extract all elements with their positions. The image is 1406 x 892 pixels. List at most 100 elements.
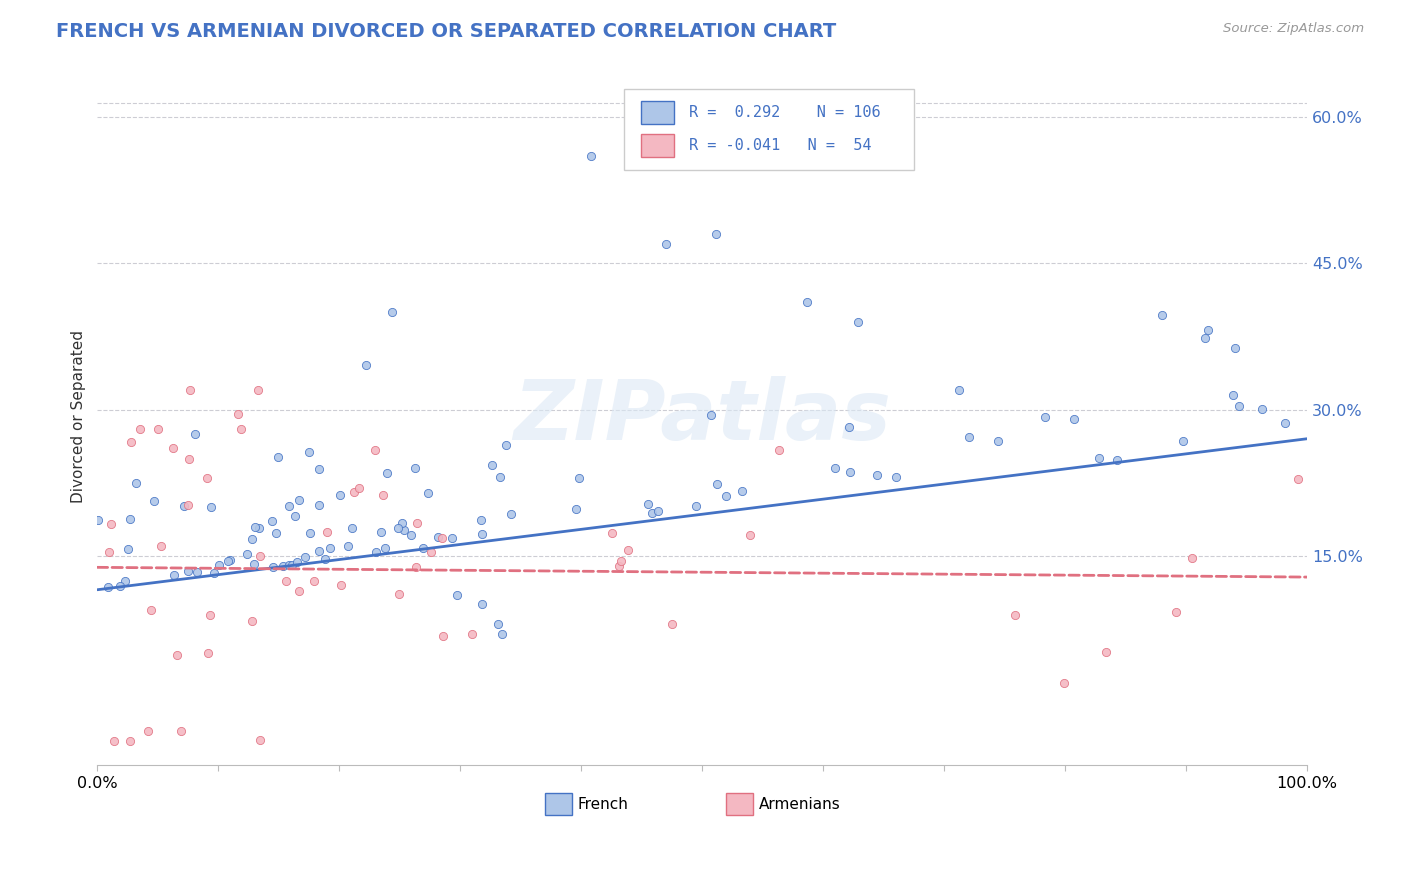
Point [373,488,395,502]
Point [948,383,970,397]
Point [957,430,980,444]
Point [607,559,630,574]
Point [243,557,266,571]
Point [461,626,484,640]
Point [249,549,271,564]
Point [285,555,308,569]
Point [731,484,754,499]
Point [243,520,266,534]
Point [1198,323,1220,337]
Point [1166,605,1188,619]
Point [647,504,669,518]
Point [166,648,188,662]
Point [1274,416,1296,430]
Point [579,149,602,163]
Point [179,383,201,397]
Point [200,500,222,514]
Point [796,295,818,310]
Point [125,476,148,491]
Point [1063,412,1085,426]
Point [839,466,862,480]
Point [262,515,284,529]
Point [308,544,330,558]
Point [103,733,125,747]
Point [278,558,301,573]
Point [838,420,860,434]
Text: R =  0.292    N = 106: R = 0.292 N = 106 [689,105,880,120]
Point [129,422,152,436]
Point [432,629,454,643]
Point [446,588,468,602]
Point [304,574,326,589]
Point [287,584,309,599]
Point [381,305,404,319]
Point [565,501,588,516]
Point [247,521,270,535]
Point [202,566,225,581]
Point [1033,410,1056,425]
Point [375,467,398,481]
Point [987,434,1010,449]
Point [364,442,387,457]
Point [169,724,191,739]
Point [886,470,908,484]
Point [347,481,370,495]
Point [481,458,503,472]
Point [177,498,200,512]
Point [846,315,869,329]
Point [661,616,683,631]
Point [354,358,377,372]
Point [405,559,427,574]
Point [637,497,659,511]
Point [387,521,409,535]
FancyBboxPatch shape [641,134,675,157]
Point [316,525,339,540]
Text: Source: ZipAtlas.com: Source: ZipAtlas.com [1223,22,1364,36]
Point [471,527,494,541]
Point [280,558,302,572]
Point [114,574,136,588]
Point [768,443,790,458]
Point [1227,399,1250,413]
Point [704,227,727,241]
Point [602,526,624,541]
Point [298,525,321,540]
Point [226,407,249,421]
Point [246,383,269,397]
FancyBboxPatch shape [624,89,914,169]
Point [120,733,142,747]
Point [441,532,464,546]
Point [208,558,231,572]
Point [271,559,294,574]
Point [610,554,633,568]
Point [337,539,360,553]
Point [267,450,290,464]
Point [236,547,259,561]
Point [120,435,142,450]
Point [1223,341,1246,355]
Point [495,437,517,451]
Point [866,467,889,482]
Point [824,460,846,475]
Point [388,587,411,601]
Point [392,523,415,537]
Point [370,524,392,539]
Point [374,541,396,556]
Point [501,507,523,521]
Point [1004,607,1026,622]
Point [343,485,366,500]
Point [195,471,218,485]
Point [288,493,311,508]
Point [87,513,110,527]
Point [198,607,221,622]
Point [470,513,492,527]
Point [1150,309,1173,323]
Point [404,461,426,475]
Point [655,236,678,251]
Point [136,724,159,739]
Point [294,549,316,564]
Point [568,470,591,484]
Point [249,733,271,747]
Point [108,579,131,593]
Point [186,566,208,580]
